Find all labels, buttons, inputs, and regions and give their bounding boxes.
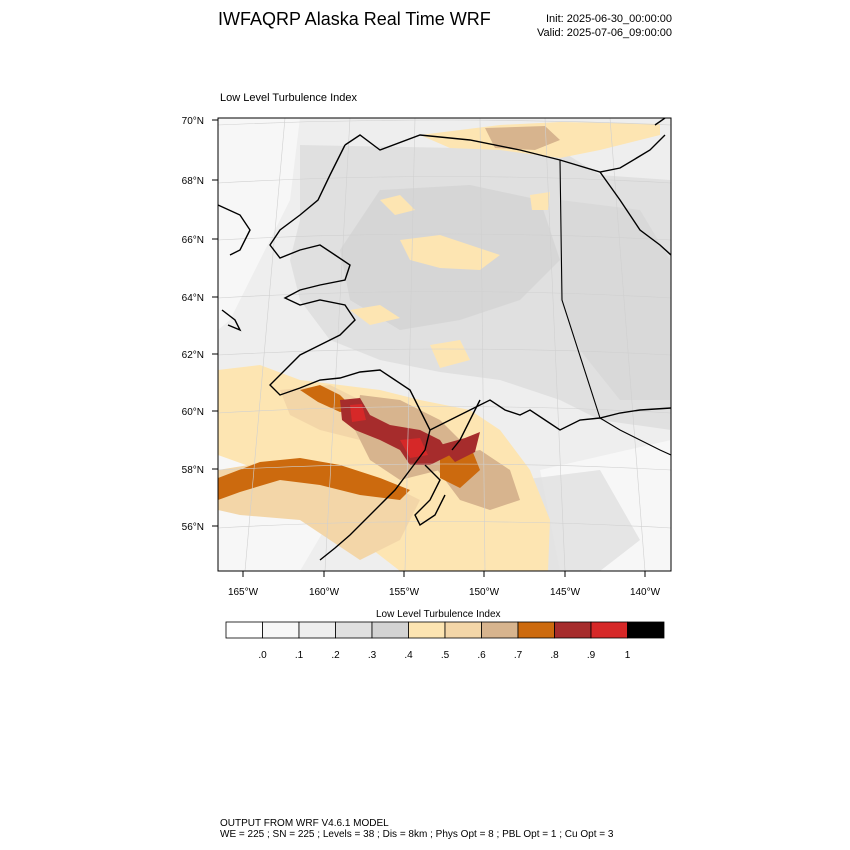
- field-light-northwest: [218, 118, 300, 330]
- colorbar-swatch: [225, 621, 263, 639]
- lat-label-66: 66°N: [182, 235, 204, 246]
- lat-label-58: 58°N: [182, 465, 204, 476]
- colorbar-tick-label: .2: [331, 650, 340, 661]
- lat-label-62: 62°N: [182, 350, 204, 361]
- graticule: [218, 118, 671, 571]
- lon-label-155: 155°W: [389, 587, 420, 598]
- coastline: [218, 118, 671, 561]
- field-patch: [350, 305, 400, 325]
- colorbar-tick-label: .9: [586, 650, 596, 661]
- colorbar-tick-label: .1: [294, 650, 304, 661]
- field-patch: [400, 235, 500, 270]
- lat-label-60: 60°N: [182, 407, 204, 418]
- lat-label-64: 64°N: [182, 293, 204, 304]
- field-grey-gulf: [520, 470, 640, 571]
- field-red-core: [440, 432, 480, 462]
- turbulence-field: [218, 118, 671, 571]
- colorbar-tick-label: .8: [550, 650, 559, 661]
- colorbar-tick-label: 1: [624, 650, 631, 661]
- footer-model-line: OUTPUT FROM WRF V4.6.1 MODEL: [220, 818, 389, 829]
- lat-label-70: 70°N: [182, 116, 204, 127]
- colorbar-swatch: [590, 621, 628, 639]
- valid-time: Valid: 2025-07-06_09:00:00: [537, 27, 672, 39]
- lon-label-145: 145°W: [550, 587, 581, 598]
- field-patch: [530, 192, 550, 210]
- colorbar-tick-label: .4: [404, 650, 413, 661]
- colorbar-tick-label: .5: [440, 650, 450, 661]
- lon-label-160: 160°W: [309, 587, 340, 598]
- lon-label-150: 150°W: [469, 587, 500, 598]
- colorbar-swatch: [371, 621, 409, 639]
- lat-ticks: [212, 119, 218, 527]
- colorbar-title: Low Level Turbulence Index: [376, 609, 501, 620]
- field-patch: [380, 195, 415, 215]
- colorbar-swatch: [444, 621, 482, 639]
- lon-ticks: [242, 571, 646, 577]
- field-patch: [430, 340, 470, 368]
- colorbar-swatch: [517, 621, 555, 639]
- colorbar-tick-label: .7: [513, 650, 523, 661]
- init-time: Init: 2025-06-30_00:00:00: [546, 13, 672, 25]
- colorbar-swatch: [554, 621, 592, 639]
- field-grey-east: [560, 200, 670, 400]
- colorbar-swatch: [408, 621, 446, 639]
- page-title: IWFAQRP Alaska Real Time WRF: [218, 9, 491, 29]
- lat-label-68: 68°N: [182, 176, 204, 187]
- colorbar-tick-label: .6: [477, 650, 486, 661]
- field-bright-red: [350, 404, 366, 422]
- colorbar-swatch: [335, 621, 373, 639]
- plot-title: Low Level Turbulence Index: [220, 92, 357, 104]
- colorbar-swatch: [481, 621, 519, 639]
- map-frame: [217, 117, 672, 572]
- colorbar-tick-label: .3: [367, 650, 377, 661]
- field-orange-band: [218, 458, 410, 500]
- field-arctic-tan: [485, 126, 560, 150]
- field-bright-red: [400, 438, 428, 458]
- colorbar-swatch: [262, 621, 300, 639]
- colorbar: [225, 621, 665, 639]
- colorbar-swatch: [627, 621, 665, 639]
- lon-label-165: 165°W: [228, 587, 259, 598]
- colorbar-tick-label: .0: [258, 650, 267, 661]
- lon-label-140: 140°W: [630, 587, 661, 598]
- colorbar-swatch: [298, 621, 336, 639]
- footer-config-line: WE = 225 ; SN = 225 ; Levels = 38 ; Dis …: [220, 829, 614, 840]
- lat-label-56: 56°N: [182, 522, 204, 533]
